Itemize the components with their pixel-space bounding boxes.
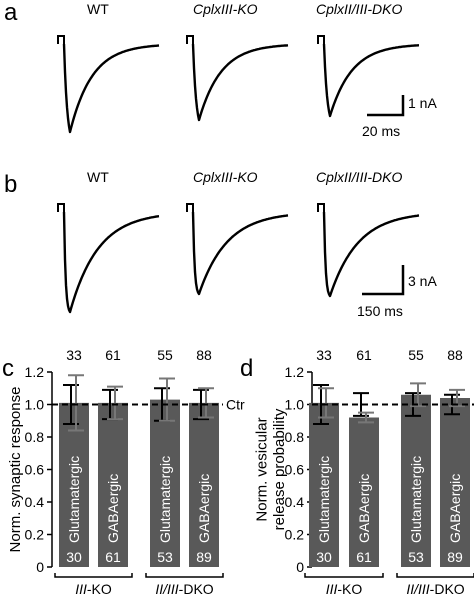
chart-d-category-1: Glutamatergic: [316, 456, 332, 543]
chart-c-errorbar-3: [159, 377, 175, 422]
chart-c-group-label-2: II/III-DKO: [155, 581, 213, 597]
chart-c-ytick-label-0: 0: [36, 559, 44, 575]
chart-c-ytick-label-3: 0.6: [25, 462, 45, 478]
scalebar-b: 3 nA 150 ms: [357, 265, 437, 319]
chart-d-ytick-label-6: 1.2: [285, 364, 305, 380]
panel-label-a: a: [4, 0, 18, 26]
chart-c-n-top-3: 55: [157, 347, 173, 363]
traces-a-artifact-3: [317, 35, 325, 44]
chart-c-n-bottom-4: 89: [196, 549, 212, 565]
genotype-label-b-1: WT: [87, 169, 109, 185]
chart-d-group-label-2: II/III-DKO: [406, 581, 464, 597]
chart-c-errorbar-2: [107, 385, 123, 421]
chart-c-errorbar-4: [198, 387, 214, 419]
chart-d-category-3: Glutamatergic: [408, 456, 424, 543]
scalebar-a: 1 nA 20 ms: [362, 95, 437, 139]
chart-d-ytick-label-2: 0.4: [285, 494, 305, 510]
chart-c-ytick-label-5: 1.0: [25, 397, 45, 413]
chart-c-category-2: GABAergic: [105, 474, 121, 543]
chart-c-group-label-1: III-KO: [75, 581, 112, 597]
chart-d-errorbar-4: [449, 388, 465, 408]
chart-c-n-bottom-2: 61: [105, 549, 121, 565]
traces-a-trace-3: [322, 43, 420, 118]
chart-d-n-bottom-2: 61: [356, 549, 372, 565]
chart-c-category-1: Glutamatergic: [66, 456, 82, 543]
genotype-label-a-1: WT: [87, 1, 109, 17]
panel-label-b: b: [4, 171, 17, 198]
traces-b-trace-1: [62, 211, 160, 314]
chart-d-n-bottom-3: 53: [408, 549, 424, 565]
chart-d-category-2: GABAergic: [356, 474, 372, 543]
chart-d-bar-1: [309, 402, 339, 567]
chart-d-ylabel: Norm. vesicularrelease probability: [254, 408, 288, 530]
chart-c-n-top-4: 88: [196, 347, 212, 363]
chart-c-bar-3: [150, 399, 180, 567]
chart-d-bar-4: [440, 398, 470, 567]
chart-d-category-4: GABAergic: [447, 474, 463, 543]
chart-c-n-bottom-1: 30: [66, 549, 82, 565]
traces-b-artifact-1: [57, 203, 65, 212]
chart-d-bar-2: [349, 417, 379, 567]
chart-c-group-bracket-1: [54, 573, 133, 578]
chart-d-ytick-label-4: 0.8: [285, 429, 305, 445]
traces-b-artifact-3: [317, 203, 325, 212]
chart-d-errorbar-1: [318, 387, 334, 419]
chart-d-n-top-1: 33: [316, 347, 332, 363]
chart-c-ylabel: Norm. synaptic response: [7, 387, 24, 553]
chart-d-ylabel-line1: Norm. vesicular: [254, 417, 271, 521]
chart-d-group-bracket-2: [396, 573, 474, 578]
scalebar-a-time: 20 ms: [362, 123, 400, 139]
traces-b-trace-2: [191, 211, 289, 296]
genotype-label-b-3: CplxII/III-DKO: [316, 169, 402, 185]
chart-d-ytick-label-1: 0.2: [285, 527, 305, 543]
chart-d-bar-3: [401, 394, 431, 567]
chart-d-ytick-label-3: 0.6: [285, 462, 305, 478]
chart-c-group-bracket-2: [145, 573, 224, 578]
chart-d-n-top-4: 88: [447, 347, 463, 363]
traces-a-artifact-1: [57, 35, 65, 44]
genotype-label-a-3: CplxII/III-DKO: [316, 1, 402, 17]
traces-a: [57, 35, 420, 134]
traces-a-artifact-2: [186, 35, 194, 44]
traces-b-trace-3: [322, 211, 420, 298]
traces-b: [57, 203, 420, 314]
chart-c-n-bottom-3: 53: [157, 549, 173, 565]
chart-c-reference-label: Ctr: [226, 397, 245, 413]
chart-d-n-top-2: 61: [356, 347, 372, 363]
chart-d-errorbar-3: [410, 382, 426, 408]
scalebar-b-amplitude: 3 nA: [408, 273, 437, 289]
traces-b-artifact-2: [186, 203, 194, 212]
chart-c-category-4: GABAergic: [196, 474, 212, 543]
chart-d-ytick-label-5: 1.0: [285, 397, 305, 413]
panel-label-d: d: [240, 355, 253, 382]
chart-c-n-top-2: 61: [105, 347, 121, 363]
scalebar-a-amplitude: 1 nA: [408, 95, 437, 111]
traces-a-trace-2: [191, 43, 289, 122]
traces-a-trace-1: [62, 43, 160, 134]
chart-d-group-bracket-1: [304, 573, 384, 578]
chart-c-n-top-1: 33: [66, 347, 82, 363]
chart-c-bar-2: [98, 402, 128, 567]
chart-c-ytick-label-4: 0.8: [25, 429, 45, 445]
chart-d-ytick-label-0: 0: [296, 559, 304, 575]
chart-c-ytick-label-1: 0.2: [25, 527, 45, 543]
chart-d-group-label-1: III-KO: [326, 581, 363, 597]
chart-c-ytick-label-2: 0.4: [25, 494, 45, 510]
chart-d-n-top-3: 55: [408, 347, 424, 363]
chart-c-errorbar-1: [68, 374, 84, 432]
genotype-label-a-2: CplxIII-KO: [193, 1, 258, 17]
scalebar-b-time: 150 ms: [357, 303, 403, 319]
chart-c: Norm. synaptic response 0 0.2 0.4 0.6 0.8 1.0 1…: [7, 347, 245, 597]
genotype-label-b-2: CplxIII-KO: [193, 169, 258, 185]
chart-c-ytick-label-6: 1.2: [25, 364, 45, 380]
chart-d-ylabel-line2: release probability: [271, 408, 288, 530]
chart-c-category-3: Glutamatergic: [157, 456, 173, 543]
chart-d: Norm. vesicularrelease probability 0 0.2 0.…: [254, 347, 474, 597]
chart-d-errorbar-2: [358, 411, 374, 424]
chart-d-n-bottom-4: 89: [447, 549, 463, 565]
chart-d-n-bottom-1: 30: [316, 549, 332, 565]
chart-c-bar-4: [189, 402, 219, 567]
panel-label-c: c: [2, 355, 14, 382]
